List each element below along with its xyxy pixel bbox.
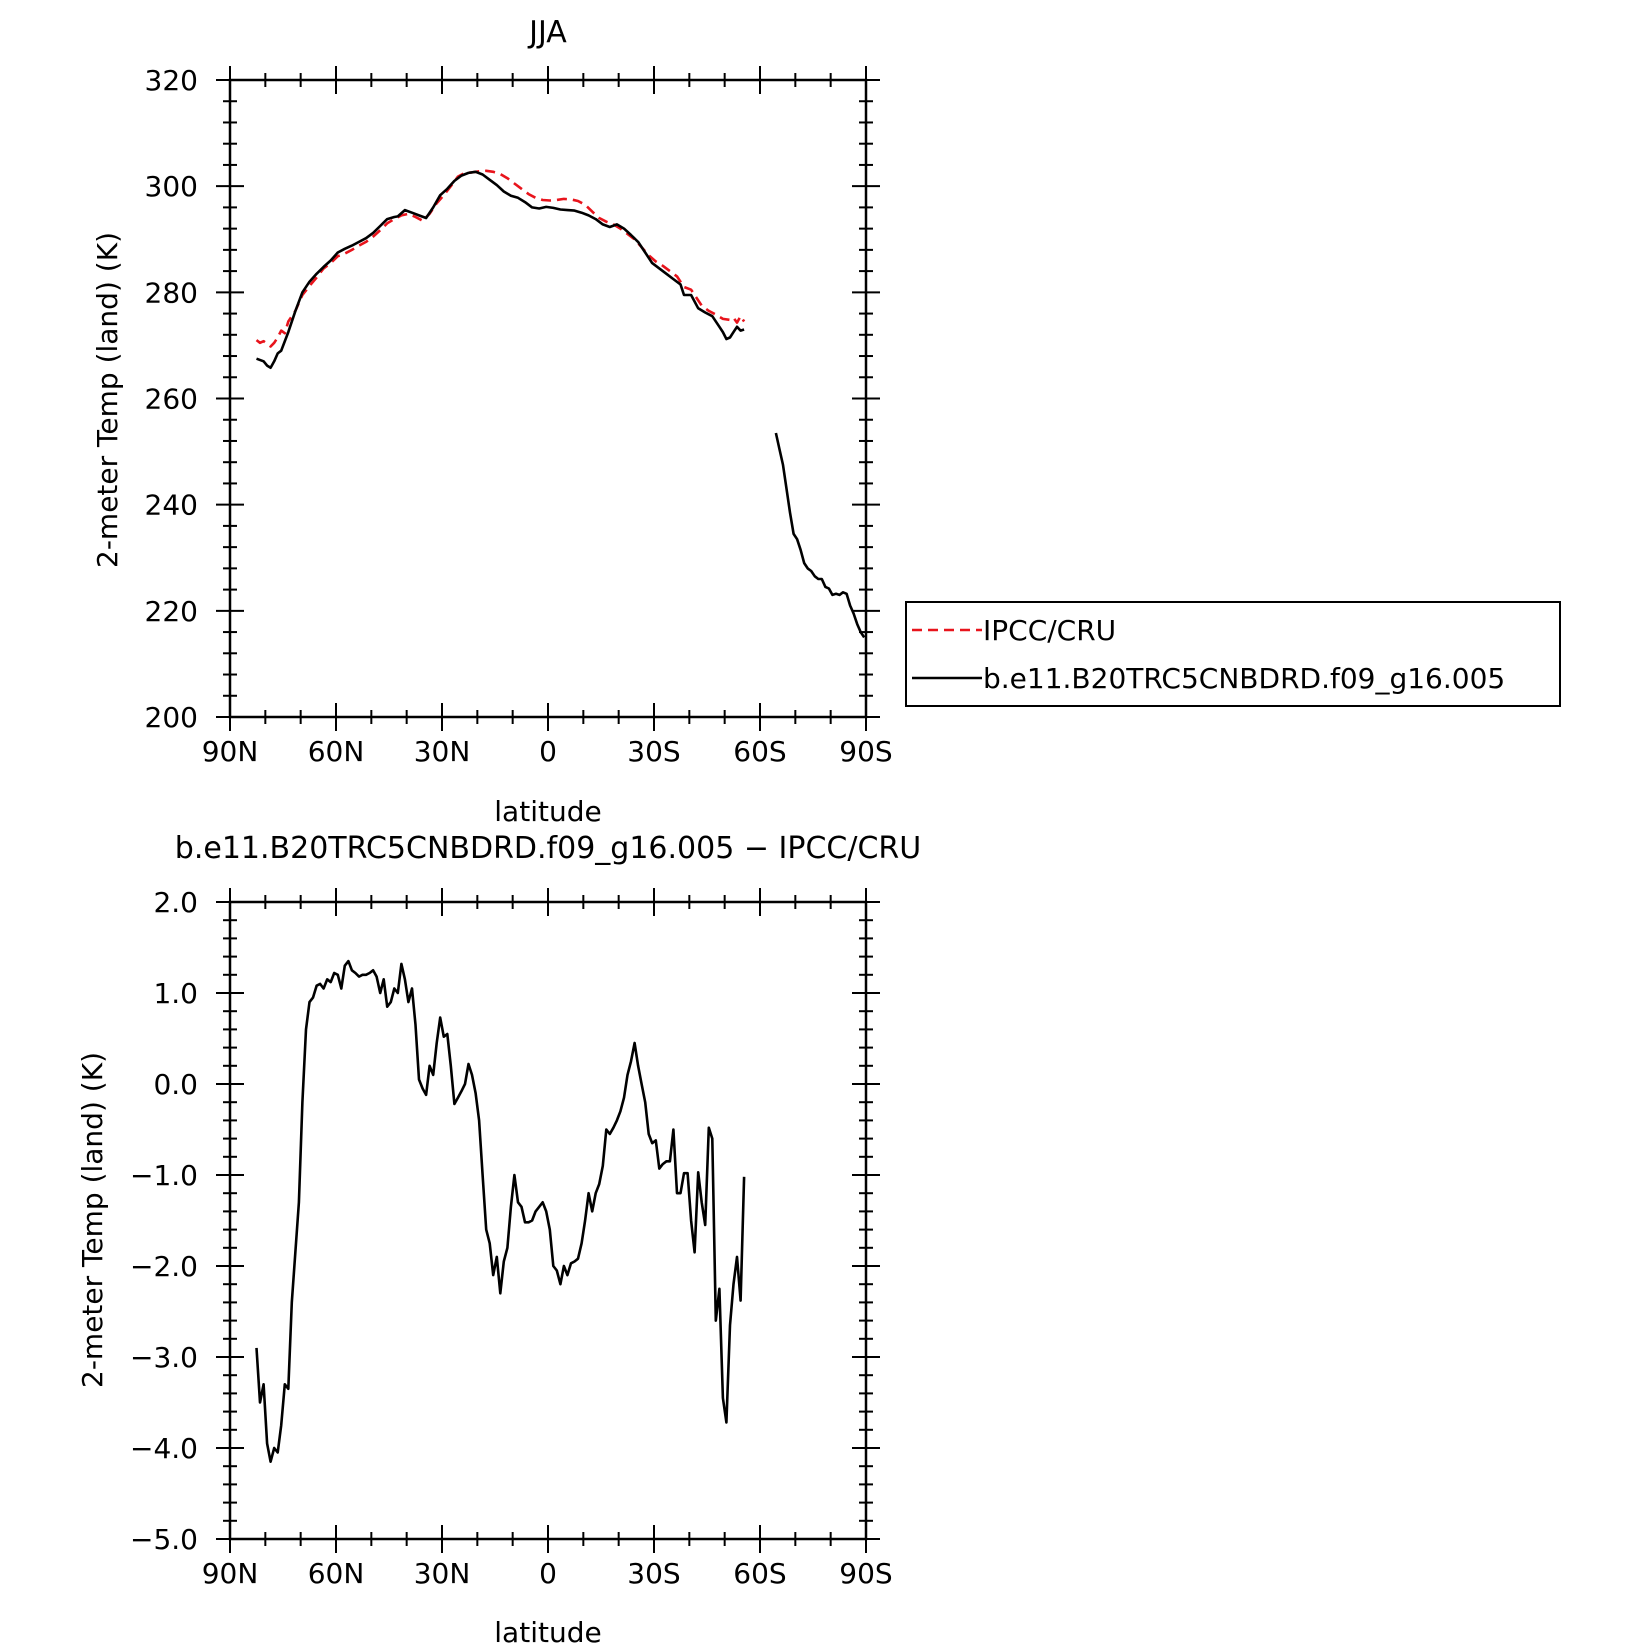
x-tick-label: 90N: [202, 735, 259, 768]
x-tick-label: 0: [539, 1557, 557, 1590]
series-line-0-segment-0: [255, 959, 746, 1463]
difference-panel: b.e11.B20TRC5CNBDRD.f09_g16.005 − IPCC/C…: [76, 831, 921, 1647]
y-tick-label: 260: [145, 383, 198, 416]
panel-title: b.e11.B20TRC5CNBDRD.f09_g16.005 − IPCC/C…: [175, 831, 921, 866]
absolute-temperature-panel: JJA 200 220 240 260 280 300 320 90N 60N 30N 0 30S 6…: [91, 15, 893, 828]
x-tick-label: 0: [539, 735, 557, 768]
x-tick-label: 30N: [414, 735, 471, 768]
series-line-1-segment-1: [774, 432, 866, 639]
plot-frame: [228, 900, 868, 1541]
x-tick-labels: 90N 60N 30N 0 30S 60S 90S: [202, 1557, 893, 1590]
y-tick-label: 2.0: [153, 886, 198, 919]
x-tick-label: 60S: [733, 1557, 786, 1590]
x-axis-label: latitude: [494, 795, 601, 828]
y-tick-label: 0.0: [153, 1068, 198, 1101]
x-tick-labels: 90N 60N 30N 0 30S 60S 90S: [202, 735, 893, 768]
legend-label: b.e11.B20TRC5CNBDRD.f09_g16.005: [983, 662, 1505, 695]
y-tick-labels: 2.0 1.0 0.0 −1.0 −2.0 −3.0 −4.0 −5.0: [130, 886, 198, 1556]
x-tick-label: 60N: [308, 1557, 365, 1590]
y-tick-label: 200: [145, 701, 198, 734]
y-tick-label: −1.0: [130, 1159, 198, 1192]
legend: IPCC/CRU b.e11.B20TRC5CNBDRD.f09_g16.005: [905, 601, 1561, 707]
y-tick-label: −5.0: [130, 1523, 198, 1556]
y-tick-label: −4.0: [130, 1432, 198, 1465]
y-tick-label: 240: [145, 489, 198, 522]
y-tick-label: −3.0: [130, 1341, 198, 1374]
x-tick-label: 30S: [627, 735, 680, 768]
y-tick-labels: 200 220 240 260 280 300 320: [145, 64, 198, 734]
panel-title: JJA: [527, 15, 567, 50]
x-tick-label: 90S: [839, 735, 892, 768]
y-tick-label: 220: [145, 595, 198, 628]
legend-label: IPCC/CRU: [983, 614, 1116, 647]
y-axis-label: 2-meter Temp (land) (K): [91, 232, 124, 568]
legend-entry-ipcc-cru: IPCC/CRU: [912, 614, 1116, 647]
x-tick-label: 90N: [202, 1557, 259, 1590]
x-tick-label: 30S: [627, 1557, 680, 1590]
plot-frame: [228, 78, 868, 719]
y-tick-label: 280: [145, 276, 198, 309]
series-line-1-segment-0: [256, 170, 745, 369]
x-tick-label: 90S: [839, 1557, 892, 1590]
legend-entry-model: b.e11.B20TRC5CNBDRD.f09_g16.005: [912, 662, 1505, 695]
legend-box: [905, 601, 1561, 707]
plot-lines: [255, 169, 866, 639]
x-axis-label: latitude: [494, 1616, 601, 1647]
y-axis-label: 2-meter Temp (land) (K): [76, 1052, 109, 1388]
plot-lines: [255, 959, 746, 1463]
y-tick-label: 1.0: [153, 977, 198, 1010]
y-tick-label: 320: [145, 64, 198, 97]
x-tick-label: 60N: [308, 735, 365, 768]
y-tick-label: −2.0: [130, 1250, 198, 1283]
x-tick-label: 60S: [733, 735, 786, 768]
y-tick-label: 300: [145, 170, 198, 203]
x-tick-label: 30N: [414, 1557, 471, 1590]
